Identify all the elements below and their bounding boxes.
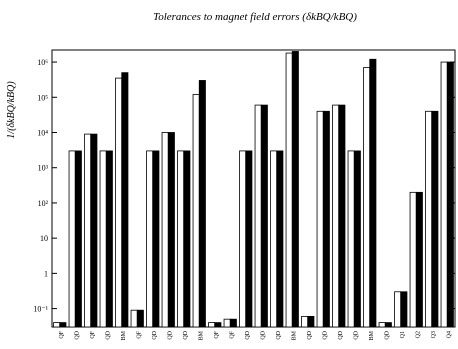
x-tick-label: Q2 bbox=[415, 331, 421, 338]
x-tick-label: QD bbox=[338, 330, 344, 339]
x-tick-label: QD bbox=[353, 330, 359, 339]
x-tick-label: QD bbox=[322, 330, 328, 339]
bar bbox=[167, 132, 175, 328]
bar bbox=[68, 150, 76, 328]
chart-title: Tolerances to magnet field errors (δkBQ/… bbox=[153, 11, 357, 23]
x-tick-label: QF bbox=[214, 330, 220, 338]
x-tick-label: QD bbox=[245, 330, 251, 339]
bar bbox=[276, 150, 284, 328]
x-tick-label: Q3 bbox=[431, 331, 437, 338]
bar bbox=[177, 150, 185, 328]
plot-frame bbox=[51, 49, 456, 328]
bar bbox=[146, 150, 154, 328]
bar bbox=[161, 132, 169, 328]
x-tick-label: Q4 bbox=[446, 331, 452, 338]
bar bbox=[90, 133, 98, 328]
x-tick-label: BM bbox=[369, 330, 375, 340]
bar bbox=[223, 318, 231, 328]
y-tick-label: 10² bbox=[38, 199, 49, 208]
bar bbox=[239, 150, 247, 328]
x-tick-label: QF bbox=[59, 330, 65, 338]
y-tick-label: 1 bbox=[44, 269, 48, 278]
bar bbox=[446, 61, 454, 328]
bar bbox=[53, 322, 61, 328]
bar bbox=[130, 309, 138, 328]
y-tick-label: 10 bbox=[40, 234, 48, 243]
x-tick-label: QD bbox=[74, 330, 80, 339]
bar bbox=[440, 61, 448, 328]
y-tick-label: 10⁴ bbox=[37, 128, 48, 137]
bar bbox=[301, 315, 309, 328]
bar bbox=[316, 110, 324, 328]
x-tick-label: QD bbox=[167, 330, 173, 339]
bar bbox=[260, 104, 268, 328]
bar bbox=[183, 150, 191, 328]
bar bbox=[415, 191, 423, 328]
bar bbox=[192, 94, 200, 328]
bar bbox=[105, 150, 113, 328]
x-tick-label: QD bbox=[183, 330, 189, 339]
bar bbox=[363, 67, 371, 328]
bar bbox=[84, 133, 92, 328]
bar bbox=[74, 150, 82, 328]
bar bbox=[254, 104, 262, 328]
bar bbox=[384, 322, 392, 328]
y-tick-label: 10³ bbox=[38, 164, 49, 173]
bar bbox=[332, 104, 340, 328]
bar bbox=[229, 318, 237, 328]
bar bbox=[208, 322, 216, 328]
bar bbox=[136, 309, 144, 328]
bar bbox=[322, 110, 330, 328]
bar bbox=[431, 110, 439, 328]
bar bbox=[59, 322, 67, 328]
bar bbox=[307, 315, 315, 328]
x-tick-label: QD bbox=[105, 330, 111, 339]
bar bbox=[378, 322, 386, 328]
bar bbox=[121, 72, 129, 328]
bar bbox=[409, 191, 417, 328]
x-tick-label: BM bbox=[291, 330, 297, 340]
x-tick-label: BM bbox=[121, 330, 127, 340]
bar bbox=[115, 77, 123, 328]
bar bbox=[347, 150, 355, 328]
bar bbox=[214, 322, 222, 328]
bar bbox=[425, 110, 433, 328]
bar bbox=[245, 150, 253, 328]
bar bbox=[369, 58, 377, 328]
x-tick-label: Q1 bbox=[400, 331, 406, 338]
x-tick-label: BM bbox=[198, 330, 204, 340]
y-axis-label: 1/(δkBQ/kBQ) bbox=[6, 81, 17, 139]
x-tick-label: QD bbox=[384, 330, 390, 339]
bar bbox=[291, 51, 299, 328]
y-tick-label: 10⁵ bbox=[37, 93, 48, 102]
bar bbox=[285, 52, 293, 328]
bar bbox=[270, 150, 278, 328]
x-tick-label: QF bbox=[229, 330, 235, 338]
x-tick-label: QD bbox=[152, 330, 158, 339]
y-tick-label: 10⁻¹ bbox=[33, 305, 48, 314]
x-tick-label: QD bbox=[260, 330, 266, 339]
y-tick-label: 10⁶ bbox=[37, 58, 48, 67]
x-tick-label: QD bbox=[307, 330, 313, 339]
bar bbox=[99, 150, 107, 328]
x-tick-label: QD bbox=[276, 330, 282, 339]
bar bbox=[394, 291, 402, 328]
x-tick-label: QF bbox=[90, 330, 96, 338]
bar bbox=[353, 150, 361, 328]
x-tick-label: QF bbox=[136, 330, 142, 338]
bar bbox=[152, 150, 160, 328]
bar bbox=[338, 104, 346, 328]
bar bbox=[400, 291, 408, 328]
bar bbox=[198, 80, 206, 328]
